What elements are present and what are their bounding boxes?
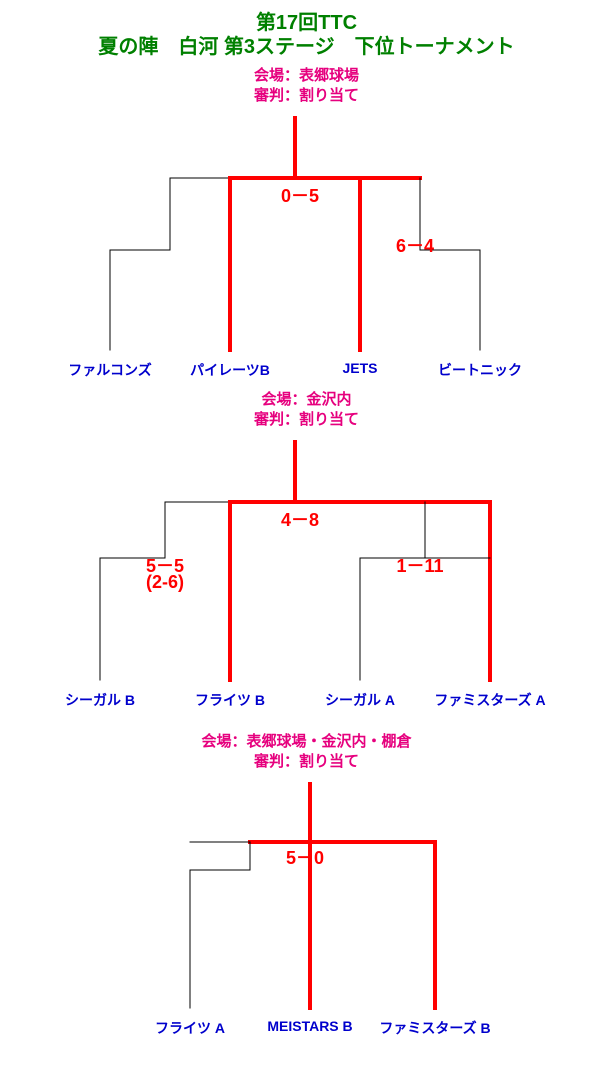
team-b1-0: ファルコンズ [68, 360, 151, 380]
semi-score-2a2: (2-6) [146, 572, 184, 593]
referee-3: 審判：割り当て [0, 750, 613, 771]
final-score-1: 0－5 [281, 182, 319, 208]
team-b2-3: ファミスターズ A [434, 690, 545, 710]
team-b1-3: ビートニック [438, 360, 522, 380]
team-b3-1: MEISTARS B [267, 1018, 352, 1034]
bracket-diagram [0, 0, 613, 1085]
team-b2-2: シーガル A [325, 690, 395, 710]
semi-score-2b: 1－11 [396, 552, 443, 578]
team-b2-1: フライツ B [195, 690, 265, 710]
referee-1: 審判：割り当て [0, 84, 613, 105]
venue-3: 会場：表郷球場・金沢内・棚倉 [0, 730, 613, 751]
team-b1-2: JETS [342, 360, 377, 376]
team-b2-0: シーガル B [65, 690, 135, 710]
venue-2: 会場：金沢内 [0, 388, 613, 409]
final-score-2: 4－8 [281, 506, 319, 532]
semi-score-1b: 6－4 [396, 232, 434, 258]
team-b3-2: ファミスターズ B [379, 1018, 490, 1038]
team-b3-0: フライツ A [155, 1018, 225, 1038]
final-score-3: 5－0 [286, 844, 324, 870]
team-b1-1: パイレーツB [190, 360, 270, 380]
venue-1: 会場：表郷球場 [0, 64, 613, 85]
referee-2: 審判：割り当て [0, 408, 613, 429]
